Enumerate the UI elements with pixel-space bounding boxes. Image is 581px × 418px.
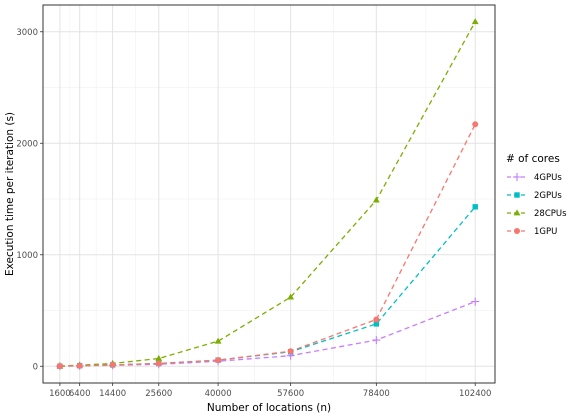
- y-axis-title: Execution time per iteration (s): [4, 112, 16, 276]
- y-tick-label: 1000: [16, 251, 38, 261]
- series-line: [59, 124, 476, 367]
- data-point: [155, 360, 162, 367]
- legend-label: 1GPU: [534, 227, 557, 237]
- x-tick-label: 78400: [363, 389, 390, 399]
- x-tick-label: 25600: [145, 389, 172, 399]
- plot-border: [42, 4, 496, 384]
- legend-key-marker: [514, 192, 520, 198]
- data-point: [155, 354, 163, 361]
- legend-title: # of cores: [506, 153, 560, 165]
- legend-item: 2GPUs: [507, 191, 562, 201]
- data-point: [372, 336, 381, 345]
- legend-item: 1GPU: [507, 227, 557, 237]
- series-1gpu: [56, 121, 479, 370]
- data-point: [372, 196, 380, 203]
- data-point: [472, 204, 478, 210]
- legend-item: 28CPUs: [507, 209, 567, 219]
- y-tick-label: 0: [33, 362, 38, 372]
- x-axis-title: Number of locations (n): [207, 402, 331, 414]
- legend: # of cores 4GPUs 2GPUs 28CPUs 1GPU: [506, 153, 567, 237]
- x-tick-label: 40000: [205, 389, 232, 399]
- y-tick-label: 2000: [16, 139, 38, 149]
- data-point: [373, 316, 380, 323]
- legend-item: 4GPUs: [507, 173, 562, 183]
- data-point: [287, 293, 295, 300]
- legend-key-marker: [514, 228, 520, 234]
- data-point: [287, 348, 294, 355]
- y-tick-label: 3000: [16, 28, 38, 38]
- series-line: [59, 300, 476, 367]
- x-tick-label: 1600: [49, 389, 71, 399]
- data-point: [471, 18, 479, 25]
- legend-label: 2GPUs: [534, 191, 562, 201]
- x-tick-label: 6400: [69, 389, 91, 399]
- data-point: [76, 362, 83, 369]
- data-point: [215, 357, 222, 364]
- series-layer: [55, 18, 480, 371]
- legend-key-marker: [513, 173, 521, 181]
- x-tick-label: 57600: [277, 389, 304, 399]
- data-point: [214, 337, 222, 344]
- data-point: [56, 363, 63, 370]
- grid: [43, 5, 495, 383]
- data-point: [373, 321, 380, 327]
- data-point: [471, 297, 480, 306]
- x-tick-label: 102400: [459, 389, 491, 399]
- data-point: [472, 121, 479, 128]
- legend-label: 28CPUs: [534, 209, 567, 219]
- plot-panel: [43, 5, 495, 383]
- legend-label: 4GPUs: [534, 173, 562, 183]
- series-line: [59, 21, 476, 367]
- data-point: [109, 361, 116, 368]
- x-tick-label: 14400: [99, 389, 126, 399]
- legend-key-marker: [513, 209, 521, 216]
